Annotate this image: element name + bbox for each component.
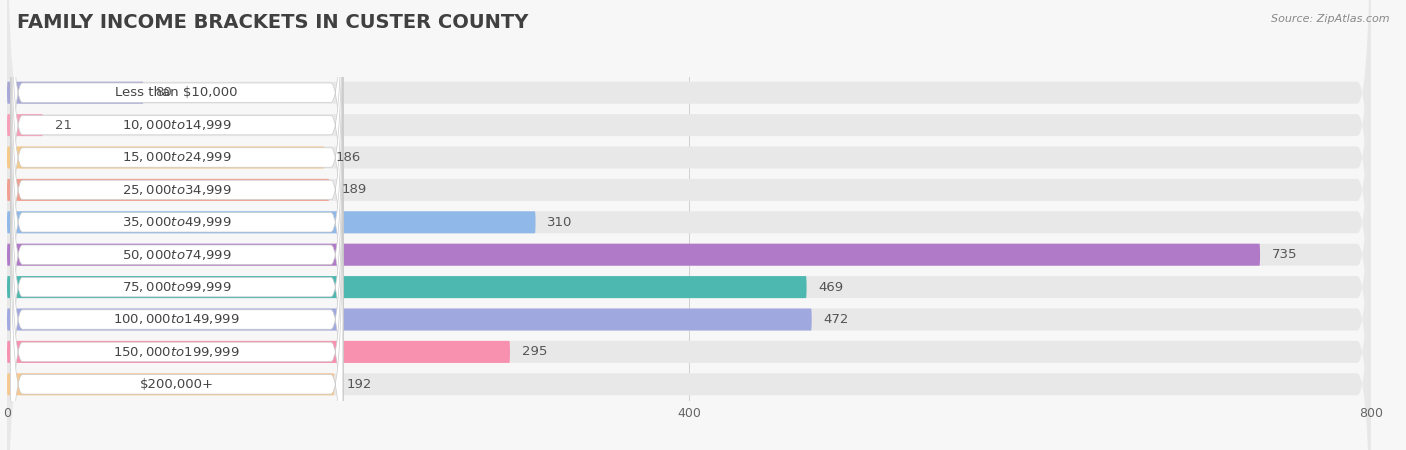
FancyBboxPatch shape bbox=[7, 0, 1371, 450]
Text: $10,000 to $14,999: $10,000 to $14,999 bbox=[122, 118, 232, 132]
FancyBboxPatch shape bbox=[7, 6, 1371, 450]
Text: Source: ZipAtlas.com: Source: ZipAtlas.com bbox=[1271, 14, 1389, 23]
Text: 295: 295 bbox=[522, 346, 547, 358]
FancyBboxPatch shape bbox=[7, 147, 325, 168]
FancyBboxPatch shape bbox=[7, 276, 807, 298]
Text: $25,000 to $34,999: $25,000 to $34,999 bbox=[122, 183, 232, 197]
FancyBboxPatch shape bbox=[7, 71, 1371, 450]
FancyBboxPatch shape bbox=[7, 136, 1371, 450]
Text: $100,000 to $149,999: $100,000 to $149,999 bbox=[114, 312, 240, 327]
FancyBboxPatch shape bbox=[10, 0, 343, 374]
FancyBboxPatch shape bbox=[7, 179, 329, 201]
FancyBboxPatch shape bbox=[7, 341, 510, 363]
FancyBboxPatch shape bbox=[10, 0, 343, 407]
FancyBboxPatch shape bbox=[7, 244, 1260, 266]
Text: 186: 186 bbox=[336, 151, 361, 164]
Text: 735: 735 bbox=[1272, 248, 1298, 261]
Text: 80: 80 bbox=[155, 86, 172, 99]
Text: $35,000 to $49,999: $35,000 to $49,999 bbox=[122, 215, 232, 230]
FancyBboxPatch shape bbox=[7, 0, 1371, 341]
FancyBboxPatch shape bbox=[10, 70, 343, 450]
Text: $50,000 to $74,999: $50,000 to $74,999 bbox=[122, 248, 232, 262]
Text: 189: 189 bbox=[342, 184, 367, 196]
Text: $75,000 to $99,999: $75,000 to $99,999 bbox=[122, 280, 232, 294]
FancyBboxPatch shape bbox=[10, 0, 343, 310]
FancyBboxPatch shape bbox=[10, 0, 343, 342]
Text: 469: 469 bbox=[818, 281, 844, 293]
FancyBboxPatch shape bbox=[10, 5, 343, 439]
FancyBboxPatch shape bbox=[7, 82, 143, 104]
Text: 21: 21 bbox=[55, 119, 72, 131]
Text: $150,000 to $199,999: $150,000 to $199,999 bbox=[114, 345, 240, 359]
FancyBboxPatch shape bbox=[10, 167, 343, 450]
FancyBboxPatch shape bbox=[7, 0, 1371, 374]
FancyBboxPatch shape bbox=[7, 374, 335, 395]
FancyBboxPatch shape bbox=[7, 309, 811, 330]
FancyBboxPatch shape bbox=[7, 0, 1371, 438]
Text: Less than $10,000: Less than $10,000 bbox=[115, 86, 238, 99]
FancyBboxPatch shape bbox=[10, 135, 343, 450]
FancyBboxPatch shape bbox=[10, 38, 343, 450]
Text: 472: 472 bbox=[824, 313, 849, 326]
FancyBboxPatch shape bbox=[7, 212, 536, 233]
Text: FAMILY INCOME BRACKETS IN CUSTER COUNTY: FAMILY INCOME BRACKETS IN CUSTER COUNTY bbox=[17, 14, 529, 32]
FancyBboxPatch shape bbox=[10, 103, 343, 450]
Text: 192: 192 bbox=[346, 378, 371, 391]
Text: 310: 310 bbox=[547, 216, 572, 229]
Text: $200,000+: $200,000+ bbox=[139, 378, 214, 391]
FancyBboxPatch shape bbox=[7, 39, 1371, 450]
Text: $15,000 to $24,999: $15,000 to $24,999 bbox=[122, 150, 232, 165]
FancyBboxPatch shape bbox=[7, 104, 1371, 450]
FancyBboxPatch shape bbox=[7, 114, 42, 136]
FancyBboxPatch shape bbox=[7, 0, 1371, 406]
